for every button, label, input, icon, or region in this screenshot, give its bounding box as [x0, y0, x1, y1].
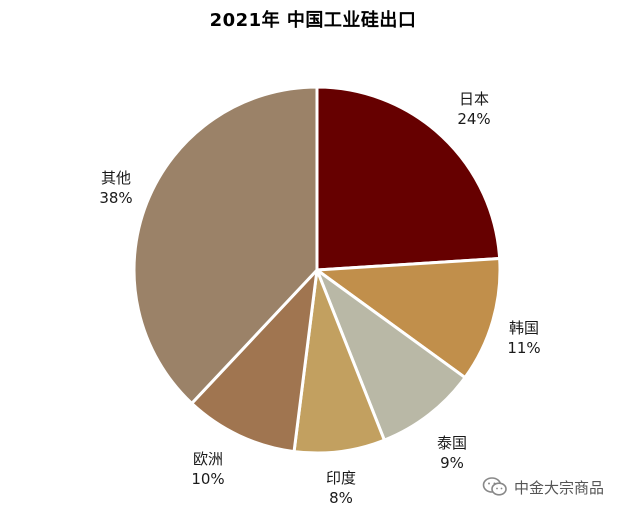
slice-value-label-4: 8% — [329, 489, 353, 507]
wechat-icon — [482, 476, 508, 498]
slice-label-5: 欧洲 — [193, 450, 223, 468]
pie-labels: 日本 24% 韩国 11% 泰国 9% 印度 8% 欧洲 10% 其他 38% — [99, 90, 540, 507]
slice-value-label-3: 9% — [440, 454, 464, 472]
slice-label-3: 泰国 — [437, 434, 467, 452]
chart-title: 2021年 中国工业硅出口 — [209, 10, 417, 31]
slice-value-label-1: 24% — [457, 110, 490, 128]
slice-label-2: 韩国 — [509, 319, 539, 337]
slice-label-1: 日本 — [459, 90, 489, 108]
watermark-text: 中金大宗商品 — [514, 478, 605, 497]
watermark: 中金大宗商品 — [482, 476, 604, 498]
pie-slice-5 — [190, 268, 319, 454]
pie-slice-6 — [132, 85, 319, 405]
slice-label-4: 印度 — [326, 469, 356, 487]
slice-value-label-6: 38% — [99, 189, 132, 207]
pie-slices — [132, 85, 502, 455]
slice-value-label-2: 11% — [507, 339, 540, 357]
pie-slice-1 — [315, 85, 502, 272]
slice-value-label-5: 10% — [191, 470, 224, 488]
pie-slice-3 — [315, 268, 467, 442]
pie-slice-4 — [292, 268, 386, 455]
pie-slice-2 — [315, 257, 502, 380]
slice-label-6: 其他 — [101, 169, 131, 187]
